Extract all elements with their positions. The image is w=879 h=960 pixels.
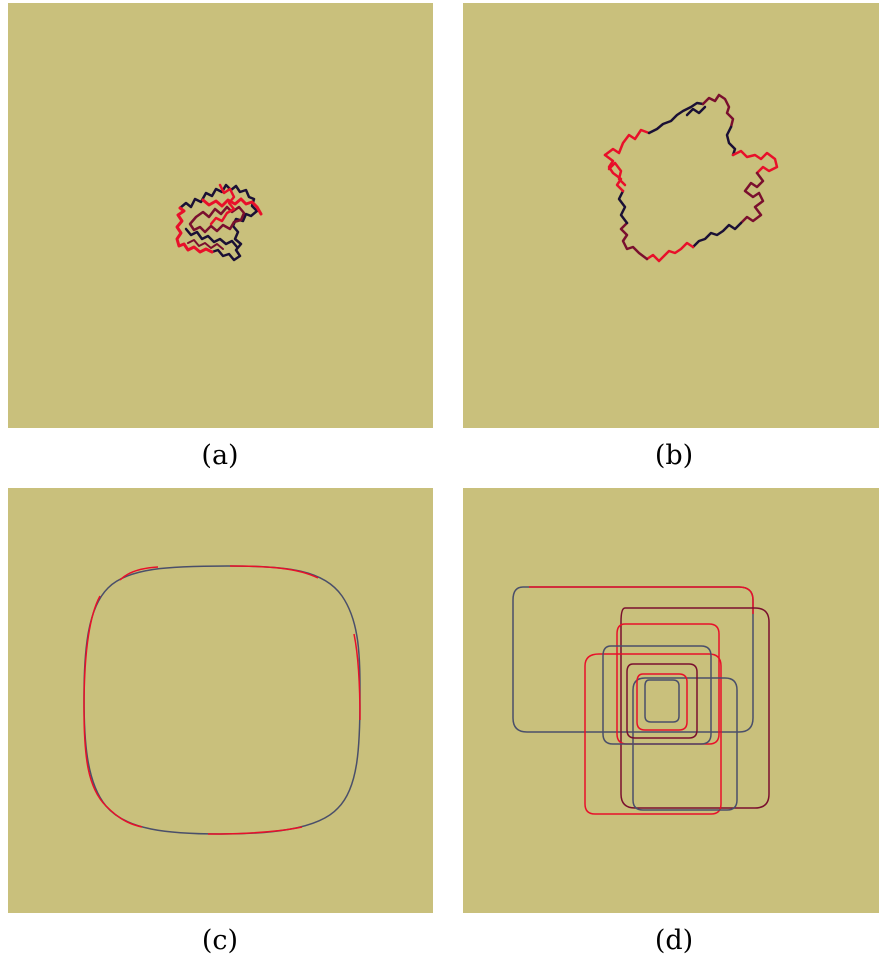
panel-b-ring-seg-7 [691, 221, 743, 249]
panel-b-ring-seg-8 [645, 241, 695, 263]
panel-d-nested-rectangles [463, 488, 879, 913]
panel-a-trace-5 [184, 227, 239, 249]
panel-b-ring-seg-4 [725, 125, 737, 157]
panel-d-rect-small-1 [626, 663, 698, 739]
caption-a: (a) [201, 440, 239, 471]
panel-c-curve-red-right [353, 633, 361, 721]
panel-c-curve-red-top [119, 566, 159, 581]
panel-b-ring-seg-13 [685, 105, 707, 117]
panel-a-trace-7 [187, 239, 224, 250]
panel-d-rect-large-left-red [529, 586, 754, 614]
panel-c-curve-red-left [83, 595, 143, 828]
panel-d-rect-tall-right [620, 607, 770, 809]
panel-c-curve-red-bottom [207, 826, 303, 835]
panel-d-plot [512, 586, 770, 815]
panel-b-ring-seg-3 [701, 93, 735, 129]
caption-c: (c) [201, 925, 239, 956]
panel-b-ring-seg-5 [731, 149, 779, 175]
panel-c-plot [83, 565, 361, 835]
panel-a-trace-3 [188, 205, 246, 234]
panel-d-rect-small-2 [636, 673, 688, 731]
panel-b-ring-seg-6 [739, 171, 765, 225]
panel-a-trace-6 [209, 183, 236, 226]
panel-d-rect-small-3 [644, 679, 680, 723]
panel-b-ring-seg-10 [617, 189, 629, 225]
panel-c-curve-red-topright [229, 565, 319, 579]
panel-a-trace-4 [201, 197, 263, 216]
panel-b-ring-seg-11 [603, 153, 625, 193]
panel-b-rough-ring [463, 3, 879, 428]
panel-b-ring-seg-9 [619, 221, 649, 261]
panel-b-ring-seg-1 [603, 128, 651, 157]
panel-c-smooth-rounded-square [8, 488, 433, 913]
panel-a-plot [175, 183, 263, 262]
panel-c-curve-navy [83, 565, 361, 835]
panel-a-trace-2 [175, 206, 214, 254]
panel-a-trace-1 [178, 183, 259, 262]
caption-b: (b) [654, 440, 694, 471]
panel-d-rect-lower-right [632, 677, 738, 811]
panel-a-rough-small-cluster [8, 3, 433, 428]
panel-b-ring-seg-2 [647, 101, 705, 135]
caption-d: (d) [654, 925, 694, 956]
panel-b-plot [603, 93, 779, 263]
panel-b-ring-seg-12 [607, 161, 627, 187]
panel-d-rect-upper-inner [616, 623, 720, 745]
panel-d-rect-inner-navy [602, 645, 712, 745]
